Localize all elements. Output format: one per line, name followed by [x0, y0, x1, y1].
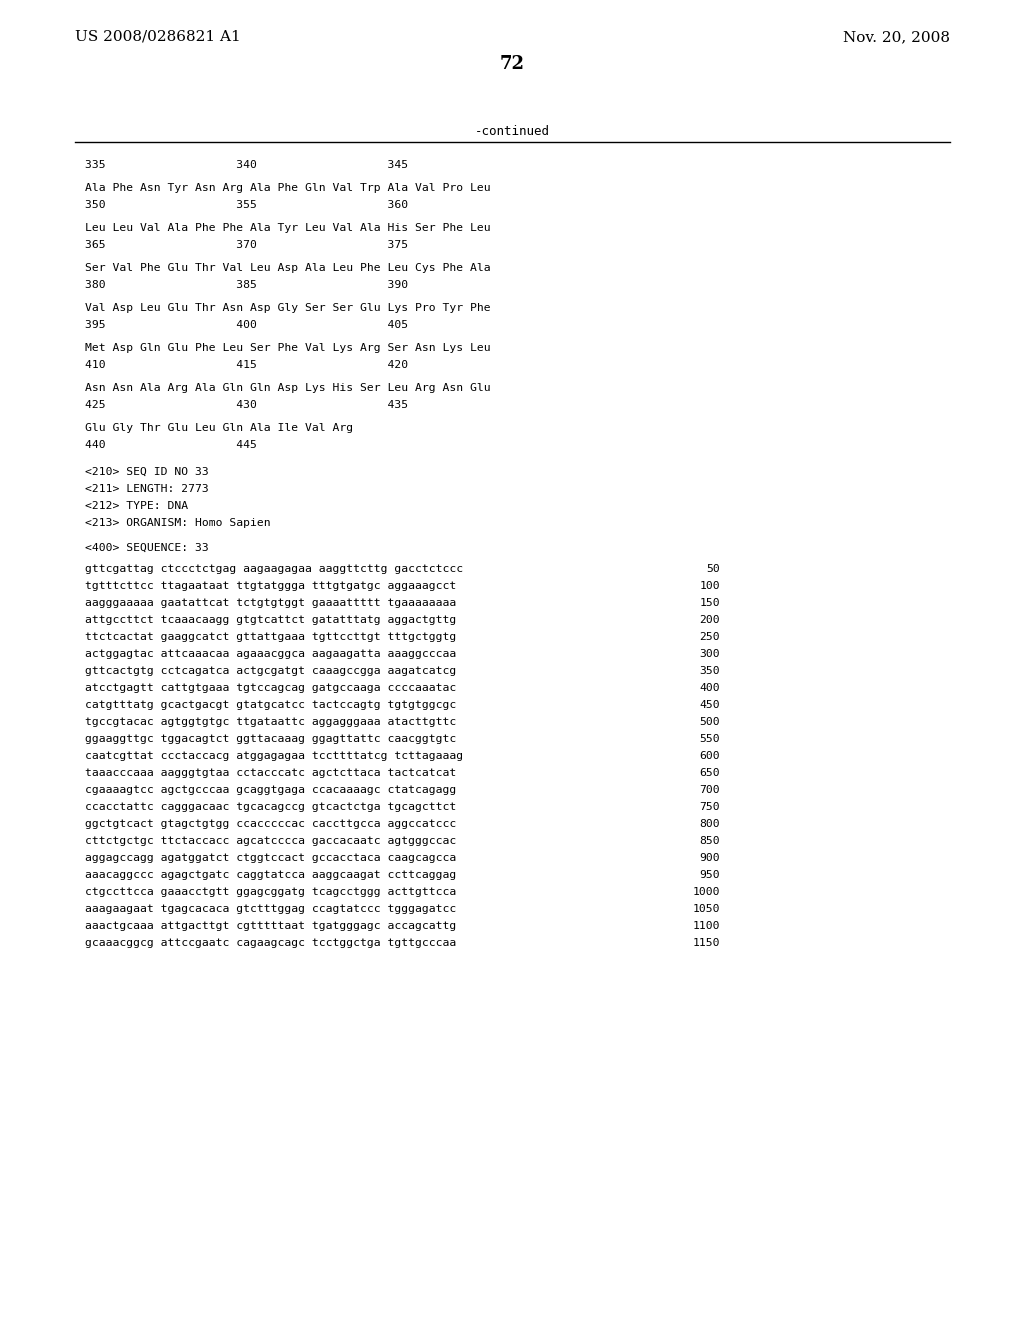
Text: US 2008/0286821 A1: US 2008/0286821 A1	[75, 30, 241, 44]
Text: aagggaaaaa gaatattcat tctgtgtggt gaaaattttt tgaaaaaaaa: aagggaaaaa gaatattcat tctgtgtggt gaaaatt…	[85, 598, 457, 609]
Text: gttcgattag ctccctctgag aagaagagaa aaggttcttg gacctctccc: gttcgattag ctccctctgag aagaagagaa aaggtt…	[85, 564, 463, 574]
Text: taaacccaaa aagggtgtaa cctacccatc agctcttaca tactcatcat: taaacccaaa aagggtgtaa cctacccatc agctctt…	[85, 768, 457, 777]
Text: 500: 500	[699, 717, 720, 727]
Text: aaagaagaat tgagcacaca gtctttggag ccagtatccc tgggagatcc: aaagaagaat tgagcacaca gtctttggag ccagtat…	[85, 904, 457, 913]
Text: cttctgctgc ttctaccacc agcatcccca gaccacaatc agtgggccac: cttctgctgc ttctaccacc agcatcccca gaccaca…	[85, 836, 457, 846]
Text: 410                   415                   420: 410 415 420	[85, 360, 409, 370]
Text: catgtttatg gcactgacgt gtatgcatcc tactccagtg tgtgtggcgc: catgtttatg gcactgacgt gtatgcatcc tactcca…	[85, 700, 457, 710]
Text: 440                   445: 440 445	[85, 440, 257, 450]
Text: 600: 600	[699, 751, 720, 762]
Text: 72: 72	[500, 55, 524, 73]
Text: 50: 50	[707, 564, 720, 574]
Text: 1000: 1000	[692, 887, 720, 898]
Text: 150: 150	[699, 598, 720, 609]
Text: 950: 950	[699, 870, 720, 880]
Text: Glu Gly Thr Glu Leu Gln Ala Ile Val Arg: Glu Gly Thr Glu Leu Gln Ala Ile Val Arg	[85, 422, 353, 433]
Text: Nov. 20, 2008: Nov. 20, 2008	[843, 30, 950, 44]
Text: 350: 350	[699, 667, 720, 676]
Text: -continued: -continued	[474, 125, 550, 139]
Text: Ala Phe Asn Tyr Asn Arg Ala Phe Gln Val Trp Ala Val Pro Leu: Ala Phe Asn Tyr Asn Arg Ala Phe Gln Val …	[85, 183, 490, 193]
Text: 365                   370                   375: 365 370 375	[85, 240, 409, 249]
Text: aaactgcaaa attgacttgt cgtttttaat tgatgggagc accagcattg: aaactgcaaa attgacttgt cgtttttaat tgatggg…	[85, 921, 457, 931]
Text: 850: 850	[699, 836, 720, 846]
Text: <210> SEQ ID NO 33: <210> SEQ ID NO 33	[85, 467, 209, 477]
Text: 800: 800	[699, 818, 720, 829]
Text: atcctgagtt cattgtgaaa tgtccagcag gatgccaaga ccccaaatac: atcctgagtt cattgtgaaa tgtccagcag gatgcca…	[85, 682, 457, 693]
Text: Asn Asn Ala Arg Ala Gln Gln Asp Lys His Ser Leu Arg Asn Glu: Asn Asn Ala Arg Ala Gln Gln Asp Lys His …	[85, 383, 490, 393]
Text: 350                   355                   360: 350 355 360	[85, 201, 409, 210]
Text: 700: 700	[699, 785, 720, 795]
Text: 1050: 1050	[692, 904, 720, 913]
Text: gttcactgtg cctcagatca actgcgatgt caaagccgga aagatcatcg: gttcactgtg cctcagatca actgcgatgt caaagcc…	[85, 667, 457, 676]
Text: 400: 400	[699, 682, 720, 693]
Text: 450: 450	[699, 700, 720, 710]
Text: ggaaggttgc tggacagtct ggttacaaag ggagttattc caacggtgtc: ggaaggttgc tggacagtct ggttacaaag ggagtta…	[85, 734, 457, 744]
Text: Met Asp Gln Glu Phe Leu Ser Phe Val Lys Arg Ser Asn Lys Leu: Met Asp Gln Glu Phe Leu Ser Phe Val Lys …	[85, 343, 490, 352]
Text: actggagtac attcaaacaa agaaacggca aagaagatta aaaggcccaa: actggagtac attcaaacaa agaaacggca aagaaga…	[85, 649, 457, 659]
Text: 1150: 1150	[692, 939, 720, 948]
Text: ctgccttcca gaaacctgtt ggagcggatg tcagcctggg acttgttcca: ctgccttcca gaaacctgtt ggagcggatg tcagcct…	[85, 887, 457, 898]
Text: attgccttct tcaaacaagg gtgtcattct gatatttatg aggactgttg: attgccttct tcaaacaagg gtgtcattct gatattt…	[85, 615, 457, 624]
Text: 1100: 1100	[692, 921, 720, 931]
Text: Ser Val Phe Glu Thr Val Leu Asp Ala Leu Phe Leu Cys Phe Ala: Ser Val Phe Glu Thr Val Leu Asp Ala Leu …	[85, 263, 490, 273]
Text: 550: 550	[699, 734, 720, 744]
Text: ttctcactat gaaggcatct gttattgaaa tgttccttgt tttgctggtg: ttctcactat gaaggcatct gttattgaaa tgttcct…	[85, 632, 457, 642]
Text: 380                   385                   390: 380 385 390	[85, 280, 409, 290]
Text: 200: 200	[699, 615, 720, 624]
Text: 100: 100	[699, 581, 720, 591]
Text: 335                   340                   345: 335 340 345	[85, 160, 409, 170]
Text: ggctgtcact gtagctgtgg ccacccccac caccttgcca aggccatccc: ggctgtcact gtagctgtgg ccacccccac caccttg…	[85, 818, 457, 829]
Text: <212> TYPE: DNA: <212> TYPE: DNA	[85, 502, 188, 511]
Text: Leu Leu Val Ala Phe Phe Ala Tyr Leu Val Ala His Ser Phe Leu: Leu Leu Val Ala Phe Phe Ala Tyr Leu Val …	[85, 223, 490, 234]
Text: <400> SEQUENCE: 33: <400> SEQUENCE: 33	[85, 543, 209, 553]
Text: 395                   400                   405: 395 400 405	[85, 319, 409, 330]
Text: 250: 250	[699, 632, 720, 642]
Text: caatcgttat ccctaccacg atggagagaa tccttttatcg tcttagaaag: caatcgttat ccctaccacg atggagagaa tcctttt…	[85, 751, 463, 762]
Text: cgaaaagtcc agctgcccaa gcaggtgaga ccacaaaagc ctatcagagg: cgaaaagtcc agctgcccaa gcaggtgaga ccacaaa…	[85, 785, 457, 795]
Text: 425                   430                   435: 425 430 435	[85, 400, 409, 411]
Text: 300: 300	[699, 649, 720, 659]
Text: <211> LENGTH: 2773: <211> LENGTH: 2773	[85, 484, 209, 494]
Text: gcaaacggcg attccgaatc cagaagcagc tcctggctga tgttgcccaa: gcaaacggcg attccgaatc cagaagcagc tcctggc…	[85, 939, 457, 948]
Text: 650: 650	[699, 768, 720, 777]
Text: aaacaggccc agagctgatc caggtatcca aaggcaagat ccttcaggag: aaacaggccc agagctgatc caggtatcca aaggcaa…	[85, 870, 457, 880]
Text: tgtttcttcc ttagaataat ttgtatggga tttgtgatgc aggaaagcct: tgtttcttcc ttagaataat ttgtatggga tttgtga…	[85, 581, 457, 591]
Text: tgccgtacac agtggtgtgc ttgataattc aggagggaaa atacttgttc: tgccgtacac agtggtgtgc ttgataattc aggaggg…	[85, 717, 457, 727]
Text: Val Asp Leu Glu Thr Asn Asp Gly Ser Ser Glu Lys Pro Tyr Phe: Val Asp Leu Glu Thr Asn Asp Gly Ser Ser …	[85, 304, 490, 313]
Text: 900: 900	[699, 853, 720, 863]
Text: 750: 750	[699, 803, 720, 812]
Text: ccacctattc cagggacaac tgcacagccg gtcactctga tgcagcttct: ccacctattc cagggacaac tgcacagccg gtcactc…	[85, 803, 457, 812]
Text: <213> ORGANISM: Homo Sapien: <213> ORGANISM: Homo Sapien	[85, 517, 270, 528]
Text: aggagccagg agatggatct ctggtccact gccacctaca caagcagcca: aggagccagg agatggatct ctggtccact gccacct…	[85, 853, 457, 863]
